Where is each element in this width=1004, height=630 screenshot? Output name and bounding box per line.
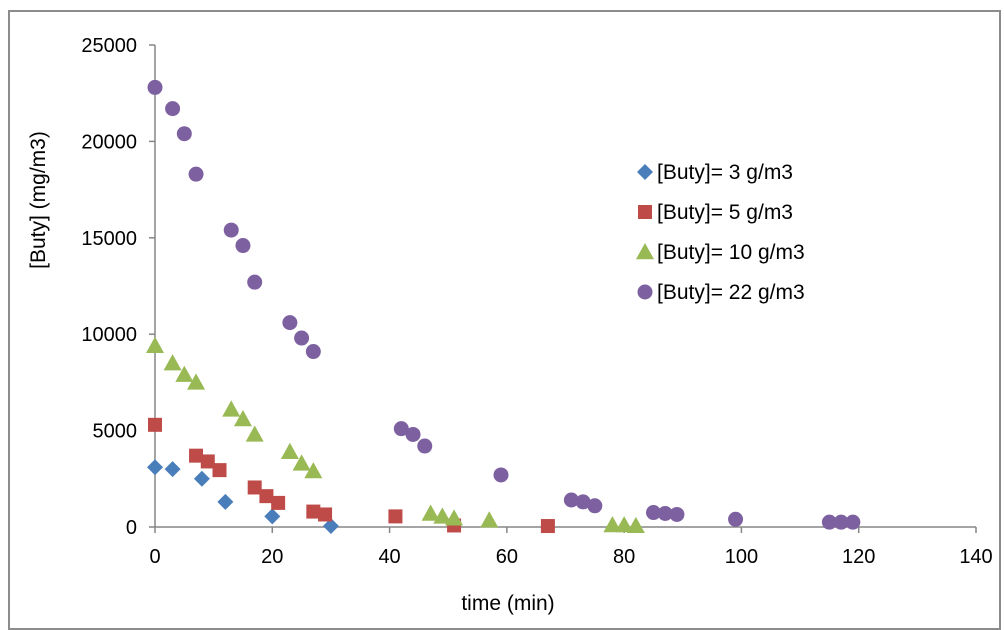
data-point [147,79,163,95]
y-tick-label: 0 [126,517,137,539]
data-point [304,462,323,479]
x-tick-label: 140 [959,546,992,568]
data-point [222,400,241,417]
legend-marker [636,243,654,260]
data-point [540,519,555,534]
legend-label: [Buty]= 5 g/m3 [657,201,793,224]
data-point [245,425,264,442]
data-point [247,480,262,495]
data-point [292,454,311,471]
data-point [271,495,286,510]
series-2 [148,417,555,534]
data-point [163,354,182,371]
data-point [306,504,321,519]
y-tick-label: 15000 [81,228,137,250]
y-tick-label: 10000 [81,324,137,346]
y-tick-label: 25000 [81,35,137,57]
data-point [322,518,339,535]
series-3 [146,336,645,534]
x-tick-label: 80 [613,546,635,568]
data-point [388,509,403,524]
data-point [188,166,204,182]
data-point [217,493,234,510]
data-point [563,492,579,508]
data-point [176,126,192,142]
data-point [187,373,206,390]
data-point [175,365,194,382]
legend-label: [Buty]= 22 g/m3 [657,281,805,304]
data-point [200,454,215,469]
axes [149,44,977,533]
data-point [247,274,263,290]
data-point [223,222,239,238]
x-tick-label: 120 [842,546,875,568]
data-point [212,463,227,478]
data-point [193,470,210,487]
data-point [282,315,298,331]
legend-entry: [Buty]= 10 g/m3 [636,241,805,264]
y-axis-title: [Buty] (mg/m3) [27,131,50,269]
x-tick-label: 40 [378,546,400,568]
x-tick-label: 60 [496,546,518,568]
data-point [421,504,440,521]
data-point [845,514,861,530]
y-tick-label: 5000 [93,421,138,443]
legend-entry: [Buty]= 3 g/m3 [637,161,793,184]
data-point [146,336,164,353]
legend-entry: [Buty]= 5 g/m3 [638,201,793,224]
data-point [147,459,163,476]
legend: [Buty]= 3 g/m3 [Buty]= 5 g/m3 [Buty]= 10 g… [636,161,805,304]
data-point [318,507,333,522]
data-points [146,79,861,535]
data-point [480,511,499,528]
legend-marker [637,284,653,300]
data-point [657,506,673,522]
x-tick-label: 20 [261,546,283,568]
data-point [575,494,591,510]
legend-entry: [Buty]= 22 g/m3 [637,281,805,304]
data-point [405,426,421,442]
data-point [189,448,204,463]
legend-label: [Buty]= 10 g/m3 [657,241,805,264]
data-point [728,511,744,527]
x-tick-label: 100 [725,546,758,568]
data-point [294,330,310,346]
legend-label: [Buty]= 3 g/m3 [657,161,793,184]
y-tick-label: 20000 [81,131,137,153]
series-1 [147,459,339,535]
data-point [493,467,509,483]
data-point [833,514,849,530]
x-axis-title: time (min) [461,592,554,615]
data-point [445,509,464,526]
data-point [603,516,622,533]
x-tick-label: 0 [149,546,160,568]
data-point [417,438,433,454]
data-point [235,238,251,254]
data-point [669,506,685,522]
data-point [280,442,299,460]
tick-labels: 0 5000 10000 15000 20000 25000 0 20 40 60 80 100 120… [81,35,992,568]
data-point [264,508,281,525]
series-4 [147,79,861,530]
data-point [164,461,181,478]
data-point [615,516,634,533]
data-point [821,514,837,530]
data-point [626,516,645,534]
data-point [165,101,181,117]
data-point [645,505,661,521]
data-point [233,410,252,427]
legend-marker [637,164,653,180]
data-point [433,507,452,524]
data-point [587,498,603,514]
data-point [148,417,162,432]
legend-marker [638,205,652,219]
data-point [393,421,409,437]
data-point [305,344,321,360]
data-point [259,489,274,504]
